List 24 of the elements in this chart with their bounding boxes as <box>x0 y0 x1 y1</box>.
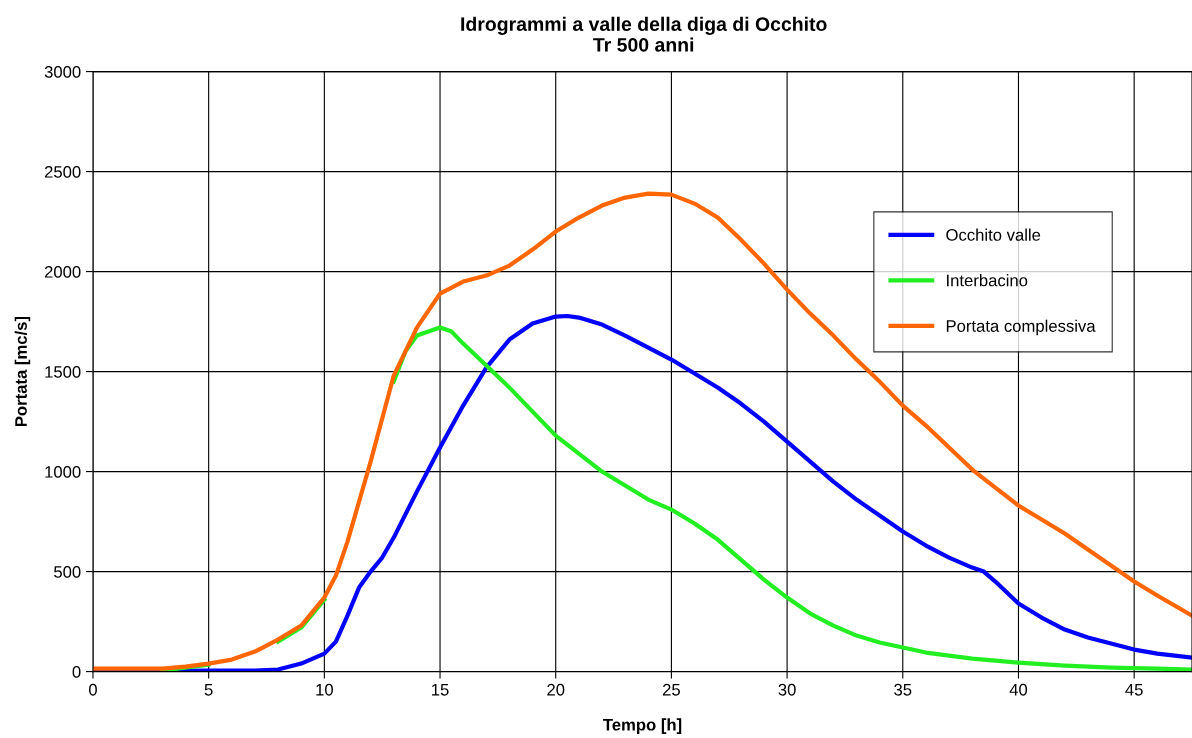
y-tick-label: 500 <box>54 565 81 578</box>
legend-label: Portata complessiva <box>946 319 1096 336</box>
x-tick-label: 35 <box>894 683 912 696</box>
x-tick-label: 45 <box>1125 684 1143 696</box>
y-tick-label: 3000 <box>44 65 81 78</box>
x-tick-label: 30 <box>778 683 796 696</box>
x-tick-label: 25 <box>662 683 680 696</box>
x-tick-label: 20 <box>547 683 565 696</box>
x-tick-label: 5 <box>204 684 213 696</box>
x-axis-title: Tempo [h] <box>603 718 682 734</box>
x-tick-label: 40 <box>1009 683 1028 696</box>
y-tick-label: 0 <box>72 665 81 678</box>
y-tick-label: 2500 <box>44 165 81 178</box>
legend-label: Occhito valle <box>946 228 1041 241</box>
x-tick-label: 0 <box>88 683 97 696</box>
chart-subtitle: Tr 500 anni <box>593 37 694 52</box>
x-tick-label: 10 <box>316 683 333 696</box>
y-axis-title: Portata [mc/s] <box>14 316 31 427</box>
y-tick-label: 2000 <box>44 265 81 278</box>
x-tick-label: 15 <box>432 684 449 696</box>
y-tick-label: 1000 <box>45 465 81 478</box>
y-tick-label: 1500 <box>45 365 81 378</box>
legend-label: Interbacino <box>947 274 1028 287</box>
chart-title: Idrogrammi a valle della diga di Occhito <box>461 16 827 35</box>
